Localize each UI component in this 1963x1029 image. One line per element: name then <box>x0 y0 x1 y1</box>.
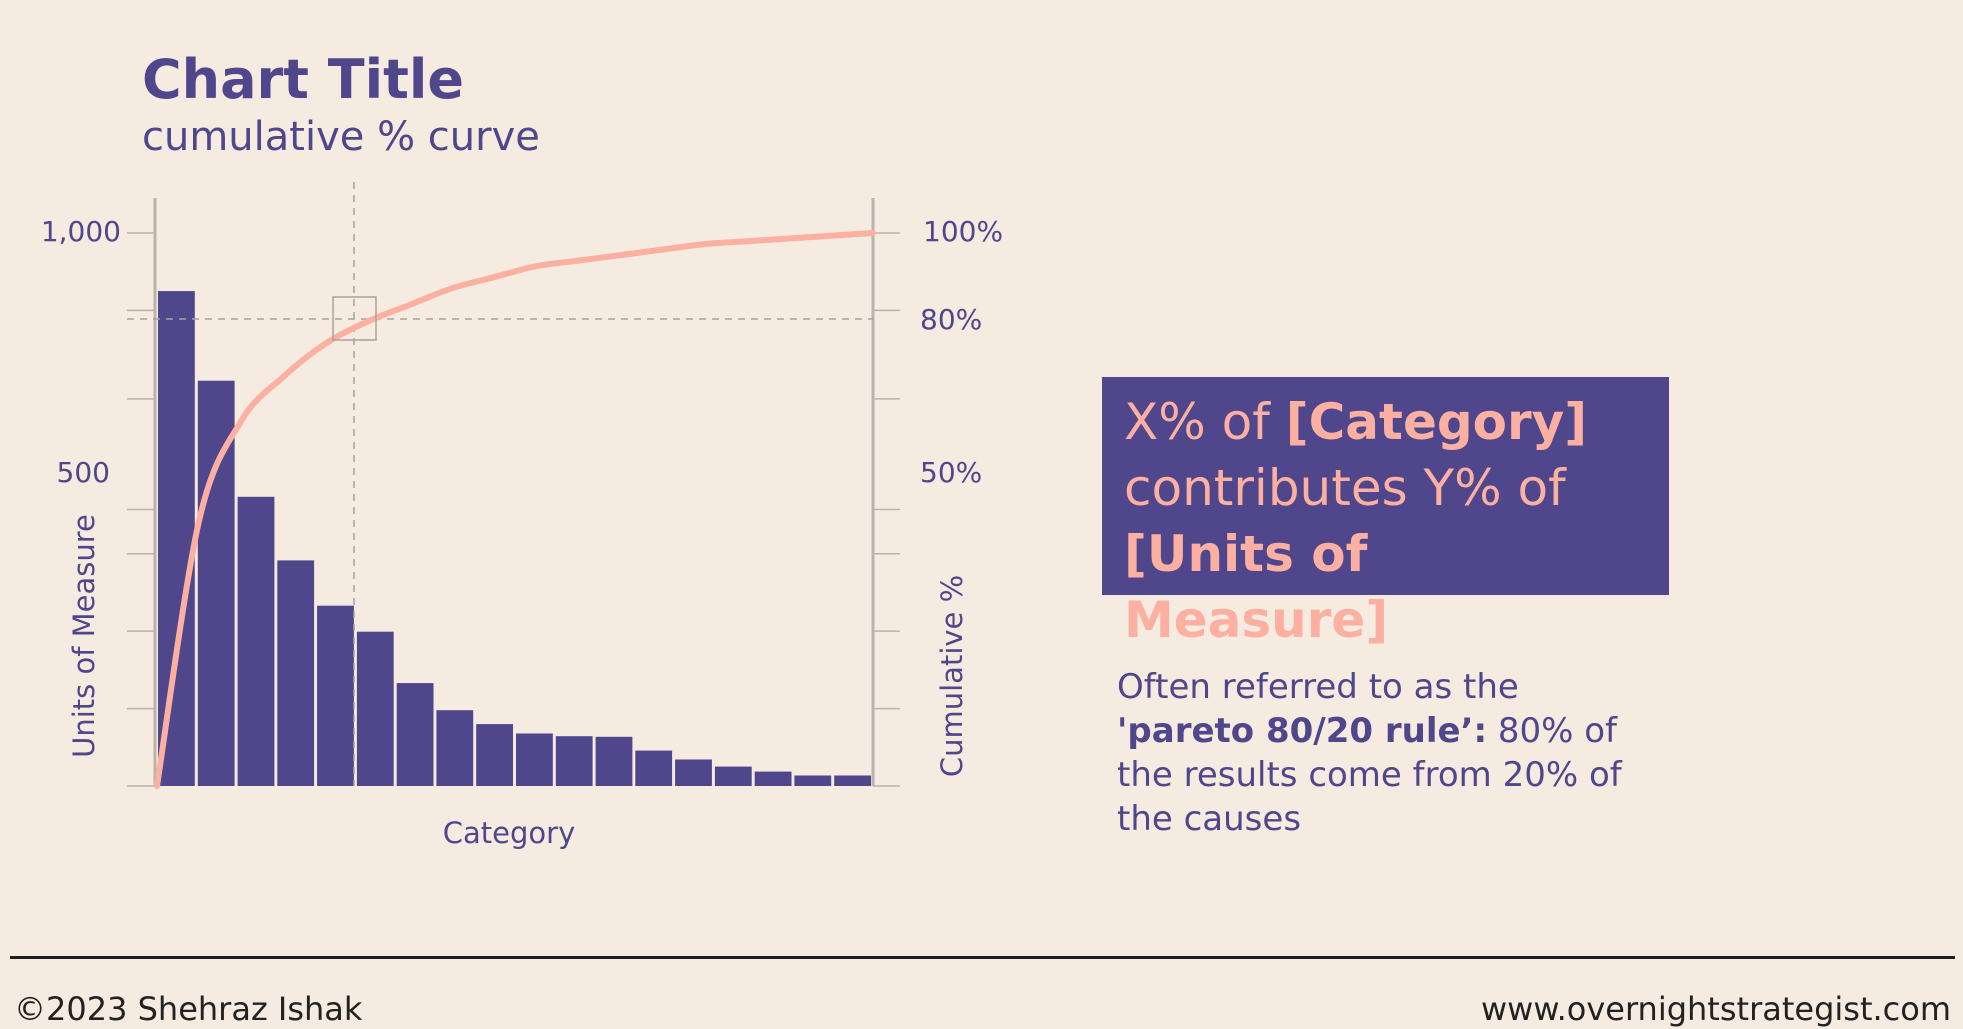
bar-13 <box>635 750 673 786</box>
pareto-note: Often referred to as the 'pareto 80/20 r… <box>1117 665 1677 841</box>
bar-8 <box>436 710 474 786</box>
bar-14 <box>675 759 712 786</box>
bar-12 <box>595 736 633 786</box>
bar-15 <box>714 766 752 786</box>
bar-16 <box>754 771 792 786</box>
insight-callout: X% of [Category] contributes Y% of [Unit… <box>1102 377 1669 649</box>
bar-5 <box>317 605 354 786</box>
cumulative-curve <box>154 230 876 789</box>
bar-6 <box>356 631 394 786</box>
bar-10 <box>516 733 553 786</box>
note-rest: 80% of the results come from 20% of the … <box>1117 711 1622 839</box>
chart-title: Chart Title <box>142 48 465 111</box>
y-tick-label-500: 500 <box>57 456 110 489</box>
y-tick-label-1000: 1,000 <box>41 215 121 248</box>
y-axis-title: Units of Measure <box>67 514 101 758</box>
y2-tick-label-80: 80% <box>920 303 982 336</box>
website-link[interactable]: www.overnightstrategist.com <box>1480 990 1951 1028</box>
bar-3 <box>237 496 275 786</box>
callout-line-1: X% of [Category] <box>1124 389 1647 455</box>
callout-units: [Units of Measure] <box>1124 525 1389 649</box>
y2-axis-title: Cumulative % <box>935 575 969 777</box>
left-tick-marks <box>127 232 155 787</box>
y2-tick-label-100: 100% <box>923 215 1003 248</box>
bars-group <box>158 291 871 786</box>
bar-2 <box>197 380 235 786</box>
footer-divider <box>10 956 1955 959</box>
bar-1 <box>158 291 195 786</box>
right-tick-marks <box>873 232 900 787</box>
callout-line-3: [Units of Measure] <box>1124 521 1647 653</box>
x-axis-title: Category <box>443 816 575 850</box>
intersection-marker <box>332 296 377 341</box>
bar-18 <box>834 775 871 786</box>
note-rule: 'pareto 80/20 rule’: <box>1117 711 1488 751</box>
bar-17 <box>794 775 832 786</box>
bar-7 <box>396 683 434 786</box>
chart-subtitle: cumulative % curve <box>142 114 540 160</box>
bar-11 <box>555 736 593 786</box>
copyright-text: ©2023 Shehraz Ishak <box>14 990 363 1028</box>
bar-4 <box>277 560 315 786</box>
callout-category: [Category] <box>1285 393 1588 451</box>
note-line-1: Often referred to as the <box>1117 667 1519 707</box>
y2-tick-label-50: 50% <box>920 456 982 489</box>
bar-9 <box>476 724 513 786</box>
callout-prefix: X% of <box>1124 393 1286 451</box>
callout-line-2: contributes Y% of <box>1124 459 1566 517</box>
